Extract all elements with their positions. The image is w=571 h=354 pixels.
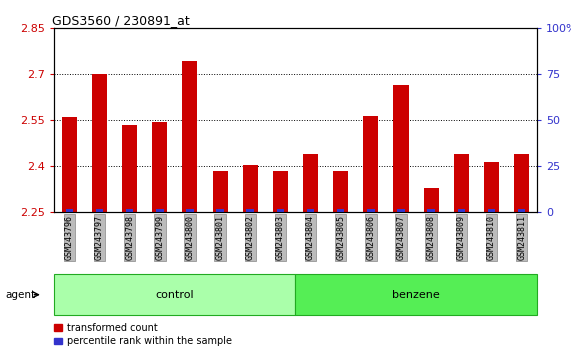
- Bar: [186, 209, 194, 212]
- Bar: [247, 209, 254, 212]
- Bar: [156, 209, 163, 212]
- Bar: [126, 209, 134, 212]
- Bar: [307, 209, 315, 212]
- Bar: [367, 209, 375, 212]
- Bar: [484, 162, 499, 212]
- Bar: [303, 154, 318, 212]
- Bar: [212, 171, 228, 212]
- Bar: [457, 209, 465, 212]
- Bar: [243, 165, 258, 212]
- Bar: [62, 117, 77, 212]
- Bar: [454, 154, 469, 212]
- Bar: [96, 209, 103, 212]
- Text: control: control: [155, 290, 194, 300]
- Bar: [276, 209, 284, 212]
- Bar: [397, 209, 405, 212]
- Bar: [333, 171, 348, 212]
- Bar: [363, 116, 379, 212]
- Bar: [337, 209, 344, 212]
- Bar: [393, 85, 409, 212]
- Bar: [92, 74, 107, 212]
- Bar: [488, 209, 495, 212]
- Bar: [273, 171, 288, 212]
- Text: agent: agent: [6, 290, 36, 300]
- Text: benzene: benzene: [392, 290, 440, 300]
- Text: GDS3560 / 230891_at: GDS3560 / 230891_at: [52, 14, 190, 27]
- Legend: transformed count, percentile rank within the sample: transformed count, percentile rank withi…: [51, 319, 236, 350]
- Bar: [518, 209, 525, 212]
- Bar: [66, 209, 73, 212]
- Bar: [514, 154, 529, 212]
- Bar: [424, 188, 439, 212]
- Bar: [122, 125, 137, 212]
- Bar: [152, 122, 167, 212]
- Bar: [428, 209, 435, 212]
- Bar: [182, 61, 198, 212]
- Bar: [216, 209, 224, 212]
